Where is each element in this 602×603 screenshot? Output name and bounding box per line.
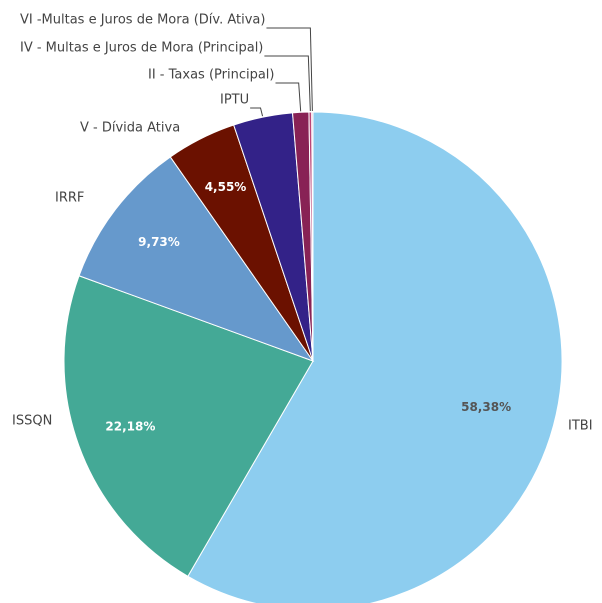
data-label: 9,73% [138, 235, 180, 249]
category-label: IPTU [220, 93, 249, 108]
pie-slice [63, 275, 314, 577]
category-label: VI -Multas e Juros de Mora (Dív. Ativa) [20, 13, 265, 28]
leader-line [266, 27, 313, 112]
data-label: 4,55% [205, 180, 247, 194]
category-label: IRRF [55, 191, 84, 206]
category-label: II - Taxas (Principal) [148, 68, 274, 83]
category-label: ITBI [568, 419, 593, 434]
pie-slice [187, 111, 563, 603]
data-label: 22,18% [105, 420, 155, 434]
pie-slice [311, 111, 314, 362]
category-label: IV - Multas e Juros de Mora (Principal) [20, 41, 263, 56]
category-label: V - Dívida Ativa [80, 121, 180, 136]
leader-line [250, 107, 264, 117]
pie-slice [78, 156, 315, 363]
data-label: 58,38% [461, 400, 511, 414]
leader-line [264, 55, 311, 112]
category-label: ISSQN [12, 414, 52, 429]
leader-line [275, 82, 302, 112]
